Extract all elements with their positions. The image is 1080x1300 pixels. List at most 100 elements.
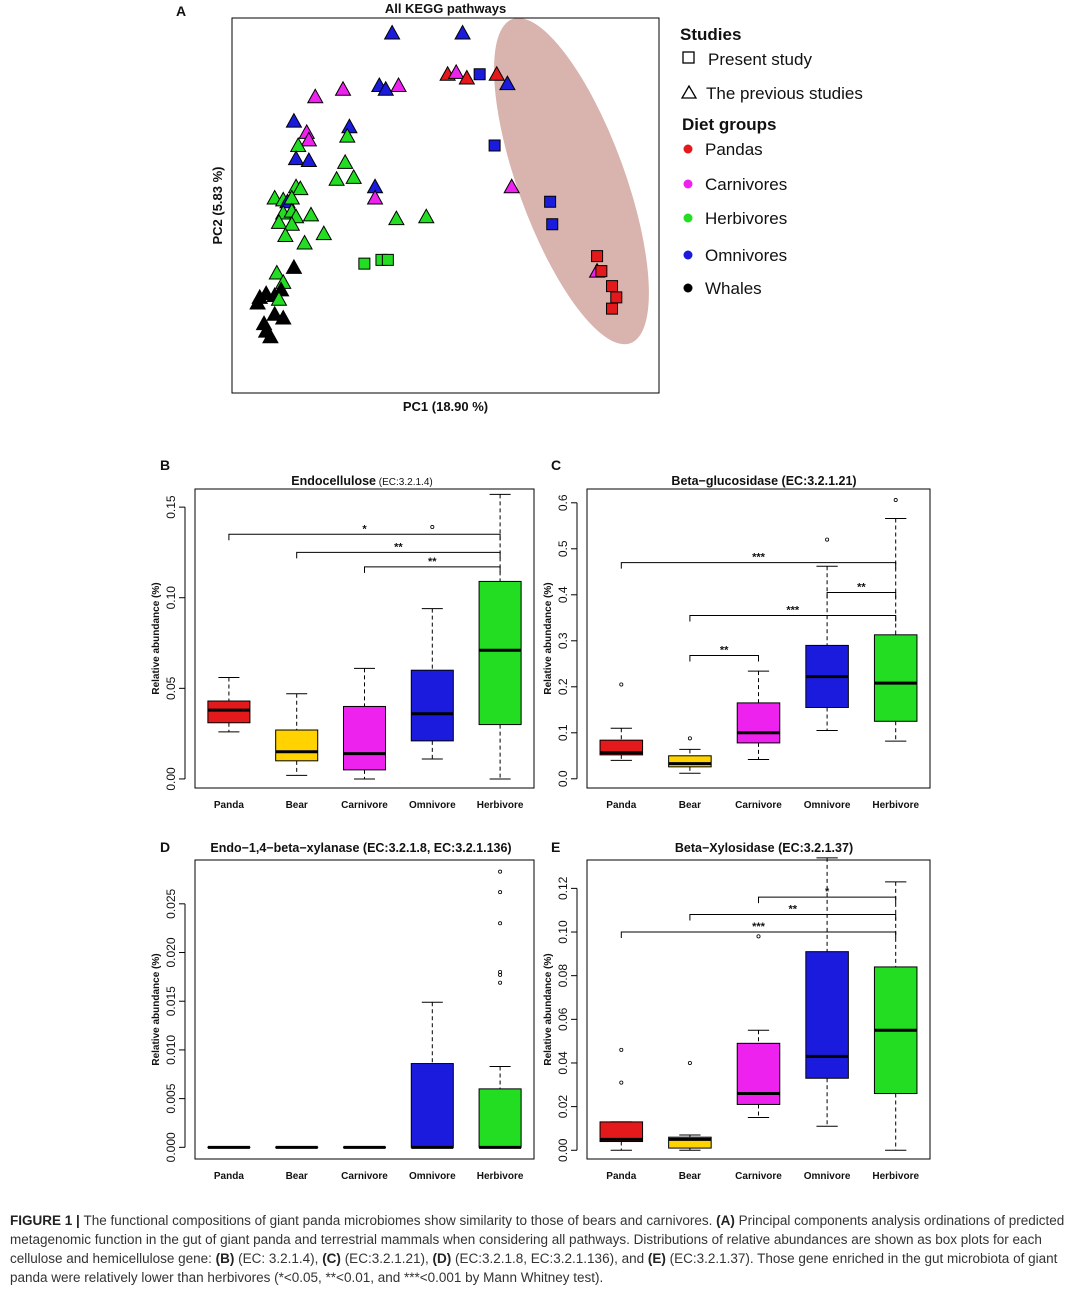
scatter-point-triangle bbox=[338, 127, 356, 143]
y-axis-label: Relative abundance (%) bbox=[151, 582, 162, 694]
box-carnivore bbox=[736, 702, 781, 744]
significance-bracket bbox=[826, 592, 897, 599]
scatter-point-square bbox=[473, 68, 486, 81]
pca-plot-frame bbox=[231, 17, 660, 394]
scatter-point-triangle bbox=[334, 80, 352, 96]
legend-dot-panda bbox=[683, 144, 693, 154]
scatter-point-triangle bbox=[454, 24, 471, 40]
x-tick-label: Herbivore bbox=[477, 800, 524, 811]
box-carnivore bbox=[736, 1042, 781, 1105]
panel-e: E Beta−Xylosidase (EC:3.2.1.37) 0.00 0.02 0.… bbox=[543, 839, 931, 1182]
scatter-point-triangle bbox=[336, 153, 354, 169]
y-axis-label: Relative abundance (%) bbox=[543, 953, 554, 1065]
scatter-point-triangle bbox=[285, 112, 303, 128]
scatter-point-triangle bbox=[388, 210, 405, 226]
significance-bracket bbox=[364, 566, 501, 573]
outlier-point bbox=[619, 1047, 624, 1052]
box-plot-frame bbox=[194, 859, 535, 1160]
scatter-point-triangle bbox=[291, 180, 309, 196]
y-tick-label: 0.5 bbox=[556, 540, 570, 557]
legend-diet-title: Diet groups bbox=[682, 115, 776, 134]
significance-label: ** bbox=[720, 645, 729, 657]
outlier-point bbox=[498, 921, 503, 926]
significance-bracket bbox=[228, 533, 501, 541]
x-tick-label: Herbivore bbox=[872, 1171, 919, 1182]
y-tick-label: 0.12 bbox=[556, 876, 570, 900]
x-tick-label: Omnivore bbox=[409, 1171, 456, 1182]
y-tick-label: 0.04 bbox=[556, 1051, 570, 1075]
panel-label-b: B bbox=[160, 457, 170, 473]
y-tick-label: 0.10 bbox=[556, 920, 570, 944]
box-plot-frame bbox=[194, 488, 535, 789]
y-tick-label: 0.1 bbox=[556, 724, 570, 741]
scatter-point-triangle bbox=[458, 69, 476, 85]
scatter-point-square bbox=[381, 253, 394, 266]
x-tick-label: Panda bbox=[214, 1171, 244, 1182]
x-tick-label: Herbivore bbox=[872, 800, 919, 811]
x-tick-label: Panda bbox=[214, 800, 244, 811]
y-tick-label: 0.06 bbox=[556, 1007, 570, 1031]
significance-bracket bbox=[620, 562, 897, 569]
scatter-point-triangle bbox=[306, 88, 324, 104]
y-tick-label: 0.6 bbox=[556, 494, 570, 511]
scatter-point-triangle bbox=[266, 305, 284, 321]
box-bear bbox=[668, 755, 712, 768]
x-tick-label: Carnivore bbox=[735, 800, 782, 811]
scatter-point-square bbox=[488, 139, 501, 152]
box-omnivore bbox=[410, 1063, 454, 1148]
panel-c: C Beta−glucosidase (EC:3.2.1.21) 0.0 0.1 0.2… bbox=[543, 457, 931, 811]
scatter-point-triangle bbox=[341, 118, 358, 134]
legend-dot-omnivore bbox=[683, 250, 693, 260]
y-tick-label: 0.4 bbox=[556, 586, 570, 603]
scatter-point-triangle bbox=[328, 170, 345, 186]
significance-bracket bbox=[758, 896, 897, 904]
y-axis-label: Relative abundance (%) bbox=[543, 582, 554, 694]
caption-text: The functional compositions of giant pan… bbox=[83, 1213, 717, 1228]
scatter-point-triangle bbox=[499, 75, 516, 91]
panel-label-e: E bbox=[551, 839, 560, 855]
significance-label: * bbox=[362, 523, 367, 535]
scatter-point-square bbox=[595, 265, 608, 278]
y-tick-label: 0.005 bbox=[164, 1083, 178, 1113]
box-title: Beta−Xylosidase (EC:3.2.1.37) bbox=[675, 841, 853, 855]
scatter-point-triangle bbox=[488, 65, 506, 81]
significance-label: *** bbox=[786, 605, 800, 617]
scatter-point-triangle bbox=[296, 234, 313, 250]
x-tick-label: Herbivore bbox=[477, 1171, 524, 1182]
box-omnivore bbox=[410, 669, 454, 742]
significance-label: *** bbox=[752, 921, 766, 933]
significance-label: ** bbox=[428, 556, 437, 568]
scatter-point-triangle bbox=[503, 178, 521, 194]
scatter-point-triangle bbox=[383, 24, 401, 40]
significance-bracket bbox=[620, 931, 897, 939]
caption-text: (EC:3.2.1.8, EC:3.2.1.136), and bbox=[451, 1251, 648, 1266]
box-bear bbox=[668, 1136, 712, 1149]
y-tick-label: 0.00 bbox=[556, 1138, 570, 1162]
box-plot-frame bbox=[586, 488, 931, 789]
legend-dot-herbivore bbox=[683, 213, 693, 223]
caption-text: (EC:3.2.1.37). Those gene enriched in th… bbox=[10, 1251, 1058, 1285]
x-tick-label: Omnivore bbox=[804, 1171, 851, 1182]
scatter-point-triangle bbox=[447, 63, 465, 79]
scatter-point-square bbox=[358, 257, 371, 270]
y-tick-label: 0.015 bbox=[164, 986, 178, 1016]
outlier-point bbox=[825, 537, 830, 542]
figure-caption: FIGURE 1 | The functional compositions o… bbox=[10, 1211, 1072, 1287]
y-tick-label: 0.020 bbox=[164, 937, 178, 967]
significance-bracket bbox=[689, 615, 897, 622]
y-tick-label: 0.010 bbox=[164, 1035, 178, 1065]
scatter-point-triangle bbox=[345, 168, 363, 184]
pca-title: All KEGG pathways bbox=[385, 1, 506, 16]
significance-label: ** bbox=[789, 904, 798, 916]
scatter-point-triangle bbox=[390, 76, 407, 92]
x-tick-label: Omnivore bbox=[804, 800, 851, 811]
outlier-point bbox=[430, 525, 435, 530]
legend-label-herbivore: Herbivores bbox=[705, 209, 787, 228]
scatter-point-square bbox=[606, 280, 619, 293]
scatter-point-triangle bbox=[270, 213, 288, 229]
scatter-point-triangle bbox=[417, 208, 435, 224]
legend-present-study: Present study bbox=[708, 50, 812, 69]
box-carnivore bbox=[342, 705, 387, 771]
legend-square-symbol bbox=[682, 51, 695, 64]
caption-text: Principal components analysis ordination… bbox=[10, 1213, 1065, 1266]
